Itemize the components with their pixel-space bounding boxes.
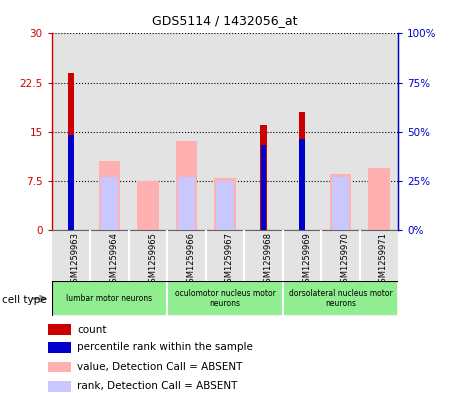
Bar	[68, 73, 74, 230]
Bar	[129, 230, 167, 281]
Bar	[332, 177, 349, 230]
Bar	[244, 230, 283, 281]
Text: lumbar motor neurons: lumbar motor neurons	[67, 294, 153, 303]
Bar	[283, 230, 321, 281]
Bar	[167, 33, 206, 230]
Text: value, Detection Call = ABSENT: value, Detection Call = ABSENT	[77, 362, 243, 372]
Bar	[49, 324, 71, 335]
Bar	[68, 134, 74, 230]
Bar	[99, 161, 120, 230]
Bar	[49, 381, 71, 391]
Text: cell type: cell type	[2, 295, 47, 305]
Bar	[216, 181, 234, 230]
Text: GSM1259971: GSM1259971	[379, 232, 388, 288]
Bar	[260, 125, 267, 230]
Bar	[101, 177, 118, 230]
Bar	[214, 178, 236, 230]
Bar	[90, 33, 129, 230]
Text: count: count	[77, 325, 107, 334]
Text: GDS5114 / 1432056_at: GDS5114 / 1432056_at	[152, 14, 298, 27]
Text: oculomotor nucleus motor
neurons: oculomotor nucleus motor neurons	[175, 289, 275, 309]
Bar	[283, 281, 398, 316]
Text: GSM1259967: GSM1259967	[225, 232, 234, 288]
Bar	[167, 230, 206, 281]
Bar	[299, 138, 305, 230]
Bar	[52, 33, 90, 230]
Text: GSM1259968: GSM1259968	[264, 232, 273, 288]
Bar	[178, 177, 195, 230]
Bar	[49, 362, 71, 372]
Bar	[52, 230, 90, 281]
Bar	[321, 33, 360, 230]
Bar	[244, 33, 283, 230]
Text: rank, Detection Call = ABSENT: rank, Detection Call = ABSENT	[77, 381, 238, 391]
Bar	[321, 230, 360, 281]
Bar	[129, 33, 167, 230]
Text: GSM1259966: GSM1259966	[186, 232, 195, 288]
Bar	[90, 230, 129, 281]
Bar	[330, 174, 351, 230]
Bar	[261, 145, 266, 230]
Text: GSM1259965: GSM1259965	[148, 232, 157, 288]
Bar	[52, 281, 167, 316]
Bar	[137, 181, 158, 230]
Bar	[360, 33, 398, 230]
Bar	[283, 33, 321, 230]
Bar	[49, 342, 71, 353]
Text: GSM1259964: GSM1259964	[109, 232, 118, 288]
Bar	[206, 33, 244, 230]
Text: GSM1259963: GSM1259963	[71, 232, 80, 288]
Bar	[176, 141, 197, 230]
Bar	[369, 168, 390, 230]
Text: dorsolateral nucleus motor
neurons: dorsolateral nucleus motor neurons	[288, 289, 392, 309]
Bar	[360, 230, 398, 281]
Text: percentile rank within the sample: percentile rank within the sample	[77, 342, 253, 353]
Text: GSM1259970: GSM1259970	[341, 232, 350, 288]
Text: GSM1259969: GSM1259969	[302, 232, 311, 288]
Bar	[206, 230, 244, 281]
Bar	[298, 112, 306, 230]
Bar	[167, 281, 283, 316]
